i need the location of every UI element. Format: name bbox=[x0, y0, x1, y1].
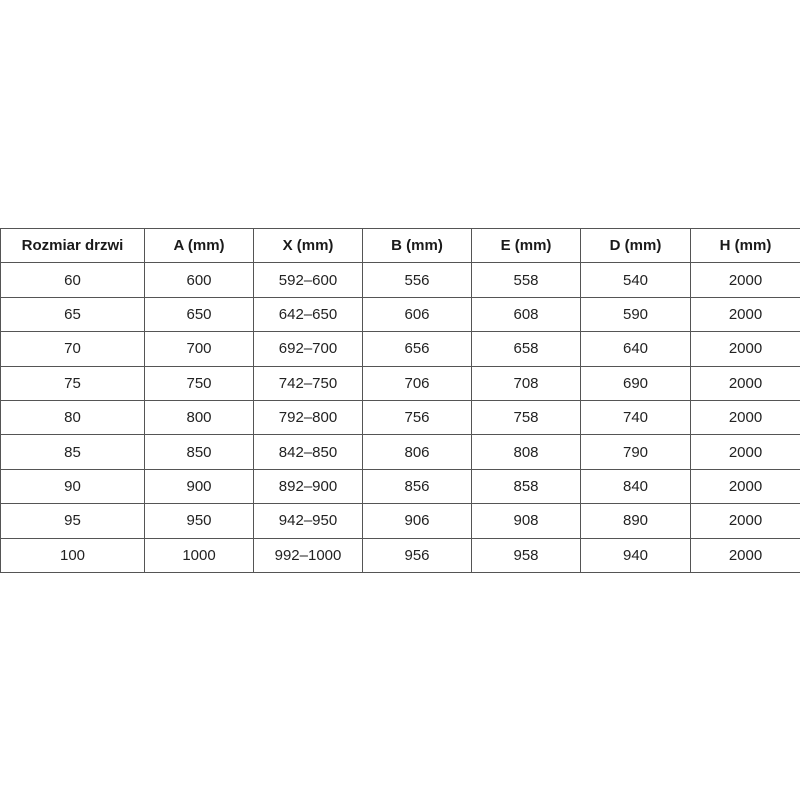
table-cell: 890 bbox=[580, 503, 691, 539]
table-cell: 2000 bbox=[690, 331, 800, 367]
table-cell: 800 bbox=[144, 399, 254, 436]
table-cell: 2000 bbox=[690, 537, 800, 573]
table-row: 80 800 792–800 756 758 740 2000 bbox=[0, 399, 800, 436]
table-cell: 850 bbox=[144, 434, 254, 470]
table-cell: 60 bbox=[0, 262, 145, 298]
table-cell: 740 bbox=[580, 399, 691, 436]
table-row: 85 850 842–850 806 808 790 2000 bbox=[0, 434, 800, 470]
table-cell: 556 bbox=[362, 262, 472, 298]
table-cell: 90 bbox=[0, 468, 145, 505]
table-cell: 706 bbox=[362, 365, 472, 401]
table-cell: 692–700 bbox=[253, 331, 363, 367]
table-cell: 900 bbox=[144, 468, 254, 505]
table-cell: 942–950 bbox=[253, 503, 363, 539]
column-header: X (mm) bbox=[253, 227, 363, 264]
table-cell: 758 bbox=[471, 399, 581, 436]
table-cell: 940 bbox=[580, 537, 691, 573]
table-cell: 608 bbox=[471, 296, 581, 333]
table-cell: 656 bbox=[362, 331, 472, 367]
table-cell: 708 bbox=[471, 365, 581, 401]
table-cell: 558 bbox=[471, 262, 581, 298]
table-cell: 2000 bbox=[690, 503, 800, 539]
table-cell: 95 bbox=[0, 503, 145, 539]
table-cell: 590 bbox=[580, 296, 691, 333]
table-cell: 540 bbox=[580, 262, 691, 298]
table-cell: 642–650 bbox=[253, 296, 363, 333]
dimensions-table: Rozmiar drzwi A (mm) X (mm) B (mm) E (mm) D (… bbox=[0, 227, 800, 573]
column-header: Rozmiar drzwi bbox=[0, 227, 145, 264]
table-row: 65 650 642–650 606 608 590 2000 bbox=[0, 296, 800, 333]
column-header: B (mm) bbox=[362, 227, 472, 264]
table-row: 90 900 892–900 856 858 840 2000 bbox=[0, 468, 800, 505]
table-cell: 858 bbox=[471, 468, 581, 505]
table-row: 70 700 692–700 656 658 640 2000 bbox=[0, 331, 800, 367]
table-cell: 65 bbox=[0, 296, 145, 333]
table-cell: 742–750 bbox=[253, 365, 363, 401]
table-cell: 956 bbox=[362, 537, 472, 573]
table-cell: 808 bbox=[471, 434, 581, 470]
table-cell: 75 bbox=[0, 365, 145, 401]
table-cell: 2000 bbox=[690, 296, 800, 333]
table-cell: 806 bbox=[362, 434, 472, 470]
table-cell: 100 bbox=[0, 537, 145, 573]
table-cell: 700 bbox=[144, 331, 254, 367]
table-cell: 1000 bbox=[144, 537, 254, 573]
table-cell: 592–600 bbox=[253, 262, 363, 298]
column-header: E (mm) bbox=[471, 227, 581, 264]
table-cell: 2000 bbox=[690, 399, 800, 436]
table-cell: 842–850 bbox=[253, 434, 363, 470]
table-row: 95 950 942–950 906 908 890 2000 bbox=[0, 503, 800, 539]
table-cell: 606 bbox=[362, 296, 472, 333]
column-header: H (mm) bbox=[690, 227, 800, 264]
table-row: 60 600 592–600 556 558 540 2000 bbox=[0, 262, 800, 298]
table-cell: 85 bbox=[0, 434, 145, 470]
table-cell: 80 bbox=[0, 399, 145, 436]
table-cell: 690 bbox=[580, 365, 691, 401]
table-cell: 908 bbox=[471, 503, 581, 539]
table-cell: 640 bbox=[580, 331, 691, 367]
column-header: A (mm) bbox=[144, 227, 254, 264]
table-cell: 840 bbox=[580, 468, 691, 505]
table-cell: 792–800 bbox=[253, 399, 363, 436]
column-header: D (mm) bbox=[580, 227, 691, 264]
table-row: 100 1000 992–1000 956 958 940 2000 bbox=[0, 537, 800, 573]
table-cell: 892–900 bbox=[253, 468, 363, 505]
table-cell: 2000 bbox=[690, 262, 800, 298]
table-cell: 750 bbox=[144, 365, 254, 401]
table-cell: 658 bbox=[471, 331, 581, 367]
table-cell: 70 bbox=[0, 331, 145, 367]
table-cell: 950 bbox=[144, 503, 254, 539]
table-cell: 600 bbox=[144, 262, 254, 298]
table-cell: 2000 bbox=[690, 365, 800, 401]
table-cell: 650 bbox=[144, 296, 254, 333]
table-row: 75 750 742–750 706 708 690 2000 bbox=[0, 365, 800, 401]
table-cell: 2000 bbox=[690, 434, 800, 470]
table-cell: 756 bbox=[362, 399, 472, 436]
table-cell: 790 bbox=[580, 434, 691, 470]
table-cell: 906 bbox=[362, 503, 472, 539]
table-header-row: Rozmiar drzwi A (mm) X (mm) B (mm) E (mm) D (… bbox=[0, 227, 800, 264]
table-cell: 856 bbox=[362, 468, 472, 505]
table-cell: 958 bbox=[471, 537, 581, 573]
table-cell: 2000 bbox=[690, 468, 800, 505]
table-cell: 992–1000 bbox=[253, 537, 363, 573]
